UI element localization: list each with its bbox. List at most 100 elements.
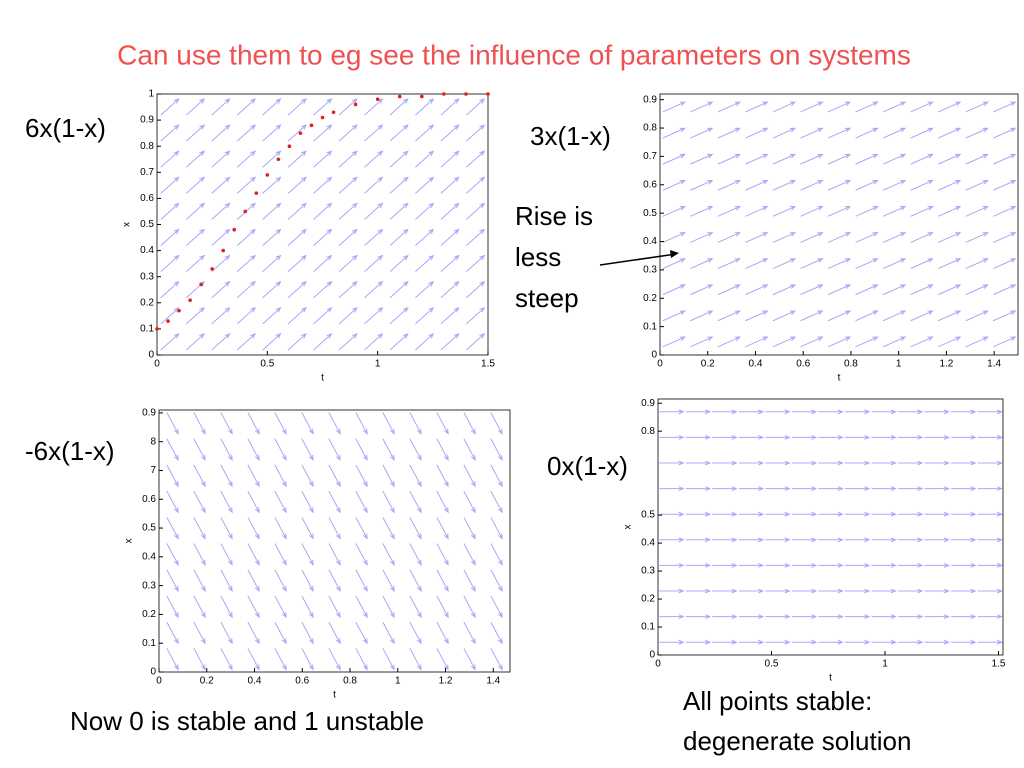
field-arrow: [659, 588, 685, 594]
field-arrow: [738, 460, 765, 466]
field-arrow: [685, 562, 712, 568]
field-arrow: [355, 490, 368, 514]
chart-label: 3x(1-x): [530, 121, 611, 151]
field-arrow: [910, 179, 934, 191]
direction-field: [659, 409, 1004, 645]
annotation: degenerate solution: [683, 726, 911, 756]
field-arrow: [193, 648, 206, 671]
field-arrow: [211, 228, 231, 246]
field-arrow: [898, 486, 924, 492]
field-arrow: [712, 409, 738, 415]
field-arrow: [247, 438, 260, 462]
field-arrow: [247, 490, 260, 514]
y-tick-label: 0.3: [140, 271, 154, 282]
field-arrow: [274, 543, 287, 566]
chart-label: 0x(1-x): [547, 451, 628, 481]
field-arrow: [287, 176, 307, 194]
field-arrow: [313, 124, 333, 142]
field-arrow: [855, 336, 879, 348]
field-arrow: [301, 490, 314, 514]
field-arrow: [415, 124, 435, 142]
field-arrow: [338, 254, 358, 273]
field-arrow: [818, 434, 844, 440]
annotation: less: [515, 242, 561, 272]
field-arrow: [898, 537, 924, 543]
field-arrow: [937, 153, 962, 165]
field-arrow: [712, 537, 738, 543]
field-arrow: [220, 648, 233, 671]
field-arrow: [772, 153, 797, 165]
field-arrow: [738, 614, 765, 620]
field-arrow: [659, 460, 685, 466]
field-arrow: [898, 409, 924, 415]
field-arrow: [247, 569, 260, 593]
field-arrow: [185, 124, 206, 142]
field-arrow: [818, 460, 844, 466]
field-arrow: [882, 179, 907, 191]
field-arrow: [717, 127, 741, 139]
field-arrow: [382, 543, 395, 566]
field-arrow: [845, 460, 871, 466]
field-arrow: [436, 517, 449, 540]
field-arrow: [466, 202, 486, 220]
field-arrow: [738, 434, 765, 440]
field-arrow: [871, 537, 897, 543]
field-arrow: [301, 438, 314, 462]
slide-title: Can use them to eg see the influence of …: [117, 39, 911, 70]
chart-label: 6x(1-x): [25, 113, 106, 143]
field-arrow: [490, 595, 503, 619]
field-arrow: [166, 412, 179, 435]
field-arrow: [463, 569, 476, 593]
field-arrow: [871, 511, 897, 517]
field-arrow: [236, 280, 256, 299]
field-arrow: [160, 306, 180, 325]
field-arrow: [662, 284, 686, 296]
field-arrow: [765, 562, 791, 568]
field-arrow: [845, 562, 871, 568]
field-arrow: [717, 258, 741, 269]
field-arrow: [463, 438, 476, 462]
field-arrow: [910, 284, 934, 296]
field-arrow: [287, 124, 307, 142]
field-arrow: [490, 412, 503, 435]
field-arrow: [738, 562, 765, 568]
field-arrow: [659, 614, 685, 620]
field-arrow: [898, 614, 924, 620]
y-tick-label: 0.6: [142, 494, 156, 505]
field-arrow: [160, 150, 180, 168]
field-arrow: [800, 127, 824, 139]
field-arrow: [211, 254, 231, 273]
field-arrow: [193, 517, 206, 540]
y-tick-label: 0.8: [643, 123, 657, 134]
x-tick-label: 0.4: [248, 676, 262, 687]
field-arrow: [436, 438, 449, 462]
field-arrow: [247, 648, 260, 671]
field-arrow: [818, 409, 844, 415]
field-arrow: [364, 150, 384, 168]
field-arrow: [382, 412, 395, 435]
field-arrow: [765, 409, 791, 415]
field-arrow: [313, 202, 333, 220]
y-tick-label: 0.5: [641, 510, 655, 521]
field-arrow: [845, 434, 871, 440]
field-arrow: [193, 543, 206, 566]
field-arrow: [193, 412, 206, 435]
field-arrow: [951, 486, 977, 492]
field-arrow: [745, 284, 769, 296]
field-arrow: [977, 511, 1004, 517]
field-arrow: [389, 124, 409, 142]
field-arrow: [910, 101, 934, 113]
field-arrow: [712, 434, 738, 440]
field-arrow: [436, 595, 449, 619]
y-tick-label: 0.8: [641, 426, 655, 437]
field-arrow: [364, 280, 384, 299]
field-arrow: [274, 490, 287, 514]
field-arrow: [313, 333, 333, 351]
field-arrow: [466, 306, 486, 325]
field-arrow: [274, 438, 287, 462]
field-arrow: [924, 537, 950, 543]
field-arrow: [818, 562, 844, 568]
field-arrow: [965, 153, 989, 165]
field-arrow: [800, 310, 824, 322]
field-arrow: [993, 336, 1017, 348]
